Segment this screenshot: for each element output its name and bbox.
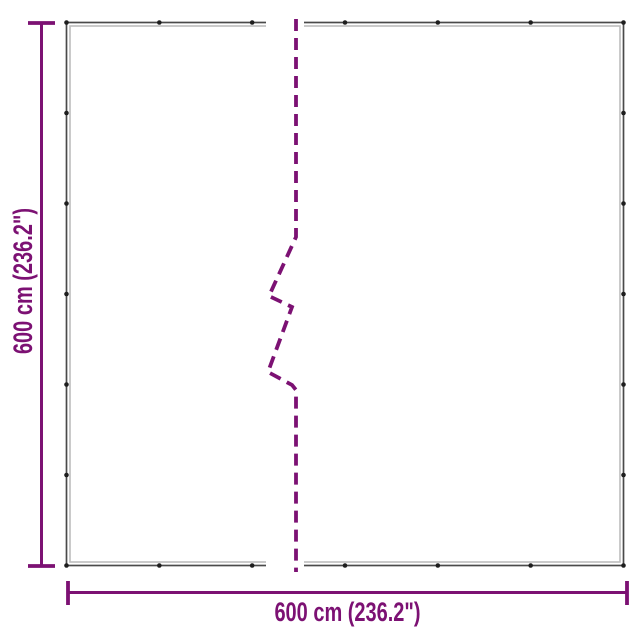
eyelet (621, 472, 626, 478)
eyelet (64, 472, 69, 478)
eyelet (435, 563, 441, 568)
eyelet (64, 291, 69, 297)
eyelet (621, 20, 626, 25)
eyelet (621, 201, 626, 206)
eyelet (249, 563, 255, 568)
eyelet (64, 20, 69, 25)
eyelet (157, 20, 162, 25)
eyelet (621, 291, 626, 297)
height-dimension-label: 600 cm (236.2") (8, 207, 38, 355)
eyelet (621, 110, 626, 116)
eyelet (64, 382, 69, 387)
tarp-sheet (64, 20, 626, 568)
eyelet (621, 382, 626, 387)
eyelet (528, 20, 533, 25)
eyelet (342, 563, 348, 568)
width-dimension (66, 581, 629, 605)
eyelet (64, 110, 69, 116)
eyelet (528, 563, 533, 568)
tarp-outer-edge (65, 21, 625, 567)
eyelet (435, 20, 441, 25)
break-dashed-line (265, 19, 298, 572)
eyelet (342, 20, 348, 25)
eyelet (621, 563, 626, 568)
eyelet (157, 563, 162, 568)
eyelets-group (64, 20, 626, 568)
height-dimension (28, 21, 55, 568)
tarp-hem-edge (69, 25, 621, 563)
eyelet (249, 20, 255, 25)
width-dimension-label: 600 cm (236.2") (274, 597, 421, 627)
eyelet (64, 201, 69, 206)
eyelet (64, 563, 69, 568)
